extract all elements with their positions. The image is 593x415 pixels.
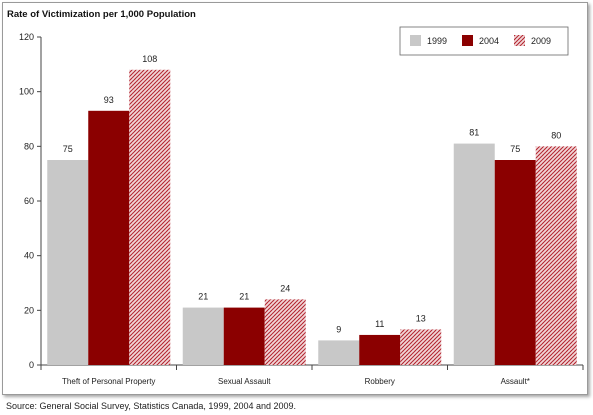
x-tick-label: Sexual Assault <box>218 377 271 386</box>
data-labels-group: 75 93 108 21 21 24 9 11 13 81 75 80 <box>63 54 562 335</box>
data-label: 75 <box>63 144 73 154</box>
data-label: 81 <box>469 128 479 138</box>
legend-swatch <box>514 35 525 46</box>
data-label: 21 <box>239 292 249 302</box>
bar <box>453 143 495 365</box>
y-tick-label: 40 <box>24 251 34 261</box>
x-tick-label: Assault* <box>501 377 530 386</box>
y-tick-label: 0 <box>29 360 34 370</box>
data-label: 75 <box>510 144 520 154</box>
legend-label: 2004 <box>479 36 499 46</box>
bar <box>494 160 536 365</box>
bar <box>359 334 401 365</box>
legend-label: 2009 <box>531 36 551 46</box>
bars-group <box>47 69 577 366</box>
y-tick-label: 100 <box>19 87 34 97</box>
bar <box>47 160 89 365</box>
bar <box>88 110 130 365</box>
y-tick-label: 60 <box>24 196 34 206</box>
bar <box>129 69 171 366</box>
bar <box>400 329 442 365</box>
data-label: 80 <box>551 130 561 140</box>
y-tick-label: 120 <box>19 32 34 42</box>
legend: 1999 2004 2009 <box>399 26 569 56</box>
bar <box>535 146 577 365</box>
chart-canvas: Rate of Victimization per 1,000 Populati… <box>7 9 584 386</box>
legend-label: 1999 <box>427 36 447 46</box>
data-label: 13 <box>416 313 426 323</box>
bar <box>182 307 224 365</box>
chart-frame: Rate of Victimization per 1,000 Populati… <box>2 2 588 395</box>
legend-swatch <box>462 35 473 46</box>
legend-box <box>399 26 569 56</box>
data-label: 108 <box>142 54 157 64</box>
bar <box>264 299 306 365</box>
x-tick-label: Robbery <box>365 377 395 386</box>
chart-title: Rate of Victimization per 1,000 Populati… <box>7 9 196 20</box>
y-tick-label: 80 <box>24 141 34 151</box>
bar <box>223 307 265 365</box>
data-label: 93 <box>104 95 114 105</box>
legend-swatch <box>410 35 421 46</box>
bar <box>318 340 360 365</box>
data-label: 9 <box>336 324 341 334</box>
x-tick-label: Theft of Personal Property <box>62 377 155 386</box>
data-label: 11 <box>375 319 384 329</box>
source-note: Source: General Social Survey, Statistic… <box>6 401 297 411</box>
y-tick-label: 20 <box>24 305 34 315</box>
data-label: 21 <box>198 292 208 302</box>
data-label: 24 <box>280 283 290 293</box>
